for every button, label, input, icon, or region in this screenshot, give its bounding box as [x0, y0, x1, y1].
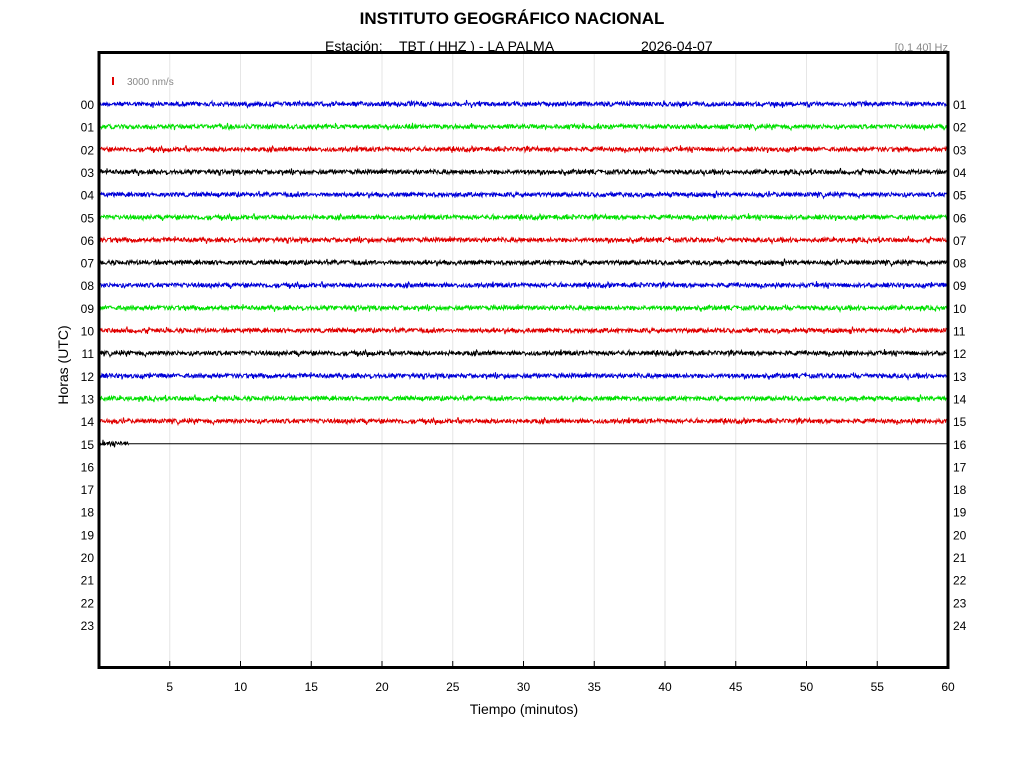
seismic-trace-05: [98, 212, 949, 222]
x-tick-label: 5: [166, 680, 173, 694]
hour-label-left: 17: [81, 483, 95, 497]
hour-label-left: 03: [81, 166, 95, 180]
hour-label-left: 02: [81, 143, 95, 157]
hour-label-left: 11: [82, 347, 95, 361]
hour-label-right: 15: [953, 415, 967, 429]
hour-label-left: 10: [81, 325, 95, 339]
station-name: TBT ( HHZ ) - LA PALMA: [399, 38, 555, 54]
hour-label-right: 12: [953, 347, 967, 361]
hour-label-right: 21: [953, 551, 967, 565]
seismic-trace-07: [98, 258, 949, 268]
hour-label-right: 10: [953, 302, 967, 316]
hour-label-left: 01: [81, 121, 95, 135]
hour-labels: 00 01 02 03 04 05 06 07 08 09 10 11 12 13 14 15 16 17 18 19…: [81, 98, 967, 633]
seismic-trace-00: [98, 99, 949, 109]
x-tick-label: 55: [871, 680, 885, 694]
seismic-traces: [98, 99, 949, 448]
hour-label-left: 14: [81, 415, 95, 429]
seismic-trace-01: [98, 122, 949, 132]
hour-label-right: 11: [953, 325, 966, 339]
hour-label-right: 14: [953, 392, 967, 406]
hour-label-left: 12: [81, 370, 95, 384]
x-tick-label: 60: [941, 680, 955, 694]
seismic-trace-12: [98, 371, 949, 381]
x-tick-label: 25: [446, 680, 460, 694]
x-axis-ticks: 5 10 15 20 25 30 35 40 45 50 55 60: [166, 661, 955, 694]
hour-label-left: 05: [81, 211, 95, 225]
x-tick-label: 35: [588, 680, 602, 694]
hour-label-right: 04: [953, 166, 967, 180]
hour-label-right: 06: [953, 211, 967, 225]
seismic-trace-10: [98, 326, 949, 335]
hour-label-right: 02: [953, 121, 967, 135]
hour-label-right: 08: [953, 257, 967, 271]
hour-label-right: 20: [953, 528, 967, 542]
seismic-trace-11: [98, 348, 949, 358]
x-axis-label: Tiempo (minutos): [469, 701, 579, 717]
hour-label-right: 03: [953, 143, 967, 157]
hour-label-left: 06: [81, 234, 95, 248]
hour-label-left: 15: [81, 438, 95, 452]
hour-label-left: 00: [81, 98, 95, 112]
hour-label-left: 23: [81, 619, 95, 633]
x-tick-label: 10: [234, 680, 248, 694]
hour-label-left: 16: [81, 460, 95, 474]
seismic-trace-15: [98, 439, 129, 448]
hour-label-right: 13: [953, 370, 967, 384]
hour-label-right: 07: [953, 234, 967, 248]
hour-label-left: 21: [81, 574, 95, 588]
seismic-trace-08: [98, 280, 949, 290]
seismic-trace-13: [98, 394, 949, 403]
hour-label-right: 01: [953, 98, 967, 112]
hour-label-left: 09: [81, 302, 95, 316]
hour-label-left: 18: [81, 506, 95, 520]
hour-label-left: 20: [81, 551, 95, 565]
seismic-trace-09: [98, 303, 949, 314]
seismic-trace-02: [98, 144, 949, 154]
seismic-trace-03: [98, 167, 949, 178]
plot-frame: [97, 51, 950, 669]
chart-date: 2026-04-07: [641, 38, 713, 54]
scale-bar-label: 3000 nm/s: [127, 77, 174, 88]
seismic-trace-14: [98, 416, 949, 427]
x-tick-label: 45: [729, 680, 743, 694]
hour-label-left: 22: [81, 596, 95, 610]
x-tick-label: 20: [375, 680, 389, 694]
hour-label-right: 16: [953, 438, 967, 452]
hour-label-right: 24: [953, 619, 967, 633]
station-label: Estación:: [325, 38, 383, 54]
hour-label-right: 17: [953, 460, 967, 474]
y-axis-label: Horas (UTC): [55, 325, 71, 405]
hour-label-right: 05: [953, 189, 967, 203]
hour-label-left: 08: [81, 279, 95, 293]
hour-label-left: 13: [81, 392, 95, 406]
hour-label-right: 09: [953, 279, 967, 293]
hour-label-left: 19: [81, 528, 95, 542]
grid-lines: [169, 52, 878, 668]
x-tick-label: 40: [658, 680, 672, 694]
hour-label-right: 23: [953, 596, 967, 610]
x-tick-label: 30: [517, 680, 531, 694]
amplitude-scale-bar: 3000 nm/s: [112, 77, 174, 88]
seismic-trace-06: [98, 235, 949, 245]
hour-label-right: 18: [953, 483, 967, 497]
seismic-trace-04: [98, 190, 949, 200]
chart-title: INSTITUTO GEOGRÁFICO NACIONAL: [359, 9, 665, 28]
hour-label-left: 04: [81, 189, 95, 203]
hour-label-right: 22: [953, 574, 967, 588]
hour-label-right: 19: [953, 506, 967, 520]
hour-label-left: 07: [81, 257, 95, 271]
x-tick-label: 50: [800, 680, 814, 694]
x-tick-label: 15: [305, 680, 319, 694]
